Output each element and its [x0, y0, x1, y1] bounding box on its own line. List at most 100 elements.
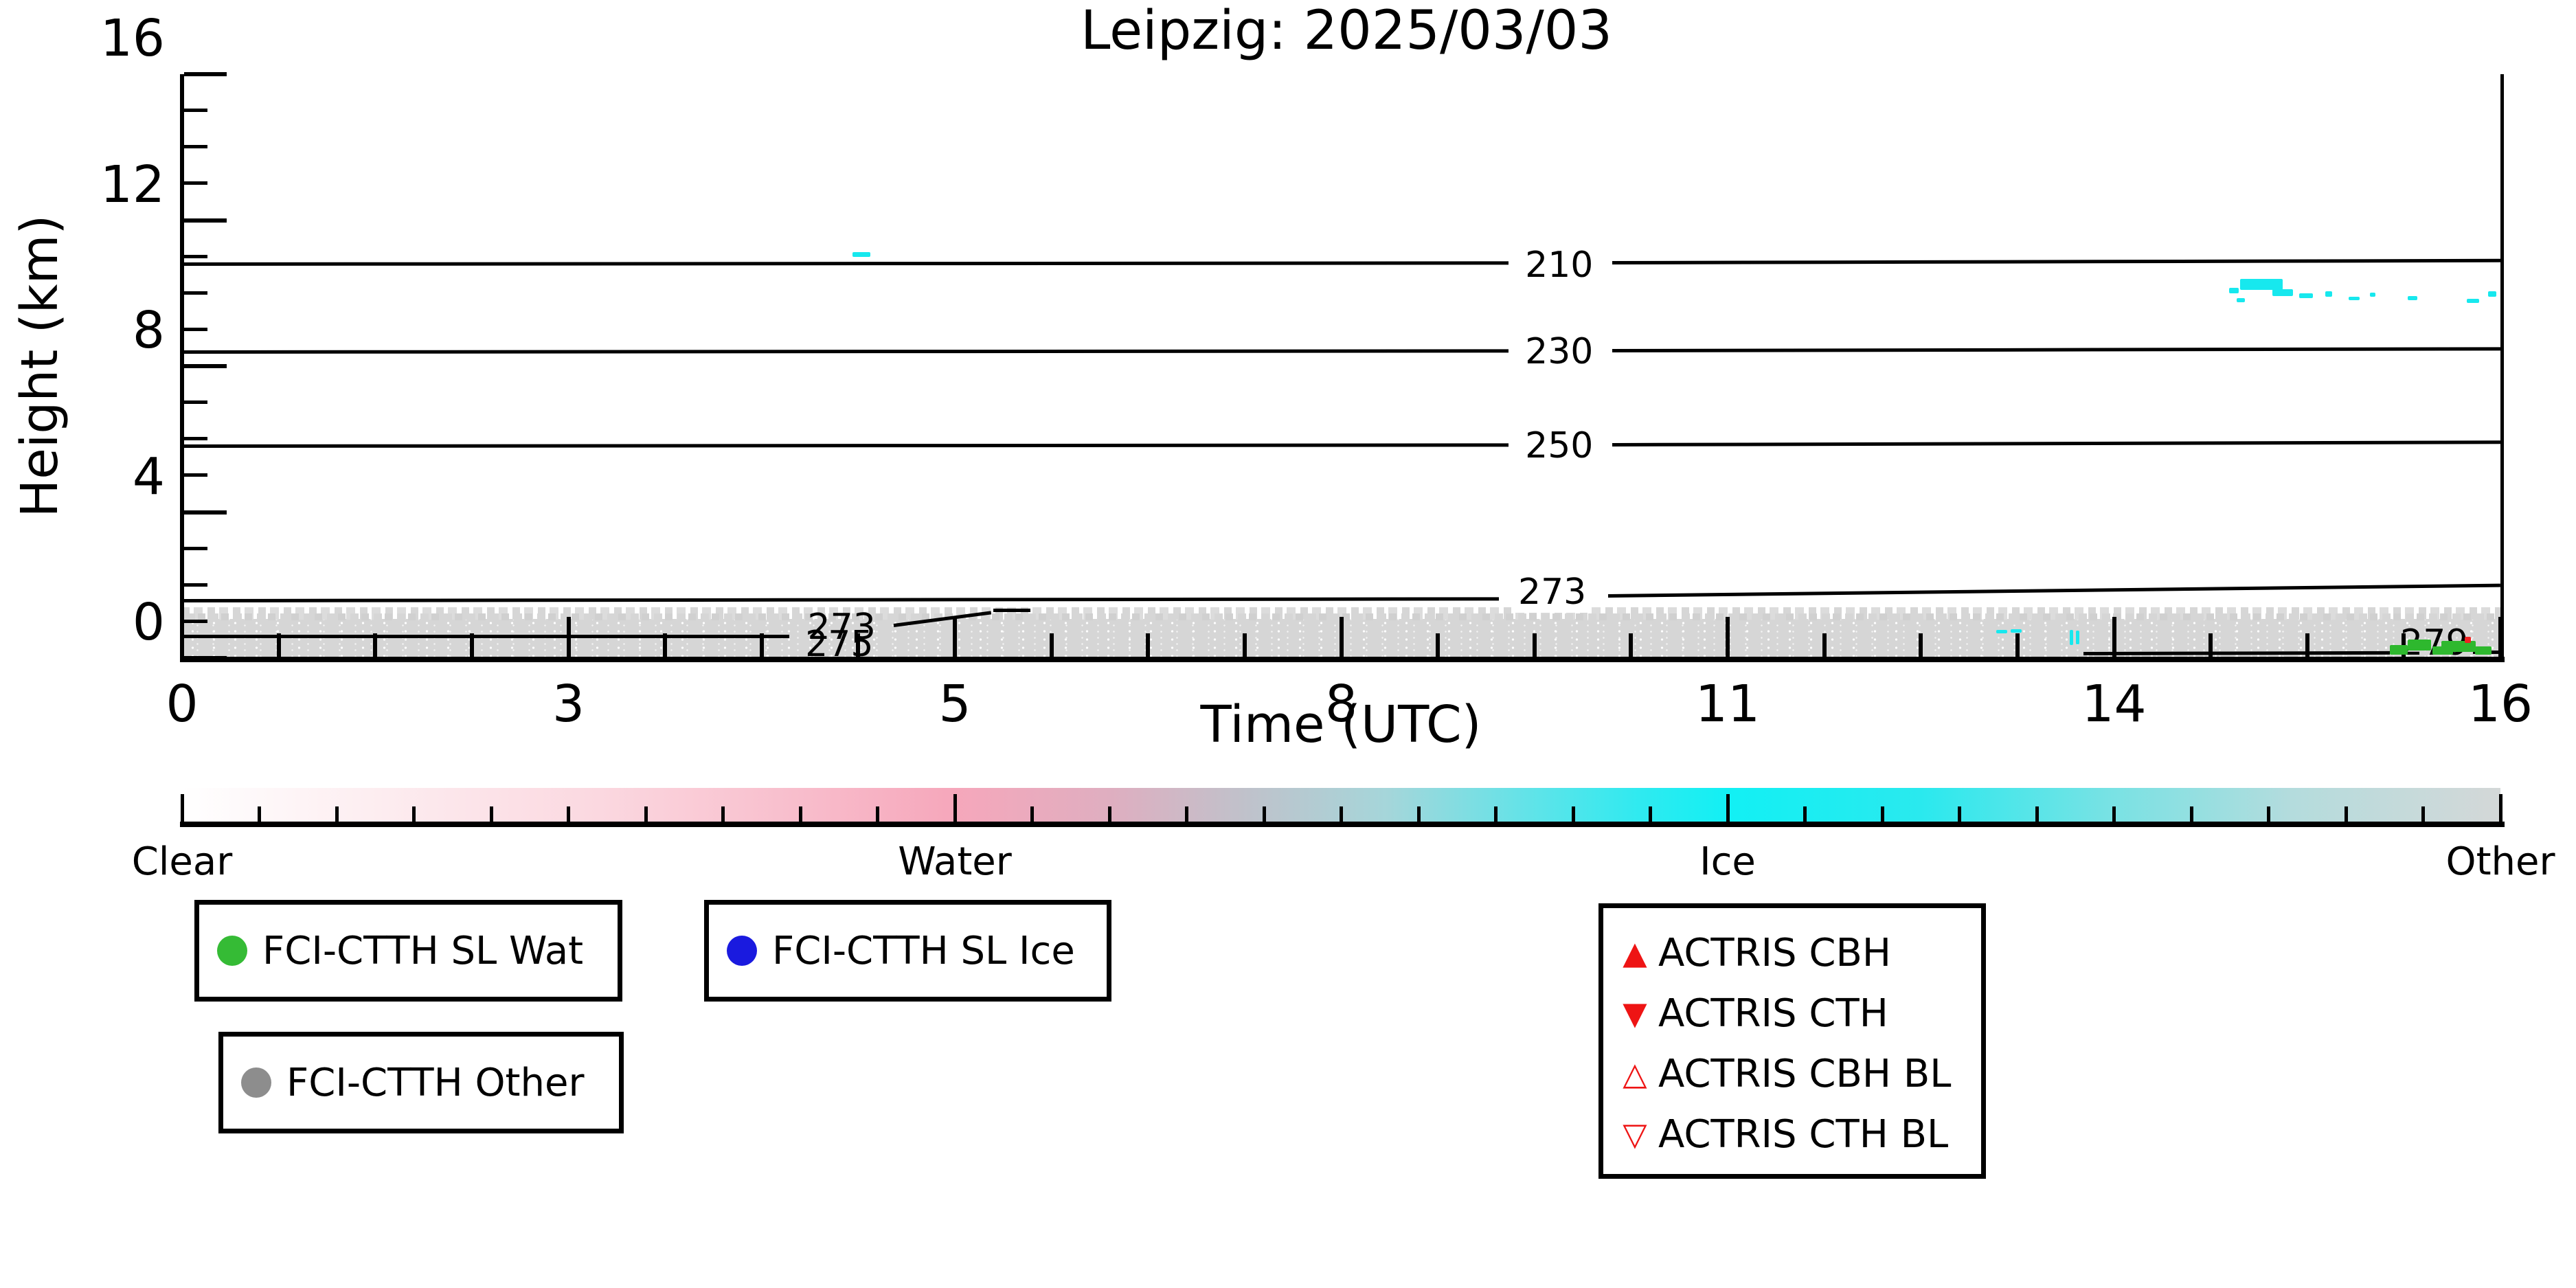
- x-minor-tick: [1242, 633, 1247, 657]
- water-pixel: [2389, 644, 2408, 655]
- colorbar-major-tick: [1726, 794, 1730, 822]
- legend-fci-other: FCI-CTTH Other: [218, 1032, 624, 1133]
- ice-pixel: [2237, 298, 2245, 303]
- x-axis-spine: [180, 657, 2505, 662]
- x-minor-tick: [469, 633, 474, 657]
- y-minor-tick: [184, 291, 207, 295]
- colorbar-major-tick: [2498, 794, 2502, 822]
- contour-line: [993, 609, 1031, 613]
- x-major-tick: [953, 617, 957, 657]
- colorbar-label-clear: Clear: [131, 839, 233, 884]
- colorbar-minor-tick: [2112, 806, 2116, 822]
- x-minor-tick: [2015, 633, 2020, 657]
- contour-line: [1612, 258, 2501, 264]
- legend-row: ▽ ACTRIS CTH BL: [1603, 1111, 1949, 1157]
- colorbar-label-ice: Ice: [1699, 839, 1756, 884]
- y-minor-tick: [184, 546, 207, 550]
- colorbar-major-tick: [180, 794, 184, 822]
- contour-label: 273: [807, 606, 876, 648]
- legend-label: ACTRIS CTH: [1658, 991, 1888, 1036]
- contour-label: 275: [805, 624, 874, 666]
- contour-label: 273: [1513, 572, 1591, 613]
- contour-label: 230: [1521, 331, 1598, 373]
- ice-pixel: [2272, 289, 2293, 296]
- ice-pixel: [2466, 298, 2479, 303]
- x-tick-label: 16: [2467, 675, 2533, 734]
- colorbar-major-tick: [953, 794, 957, 822]
- x-minor-tick: [276, 633, 281, 657]
- x-tick-label: 14: [2081, 675, 2147, 734]
- colorbar-minor-tick: [1107, 806, 1111, 822]
- triangle-marker-icon: △: [1623, 1055, 1647, 1092]
- water-pixel: [2407, 639, 2431, 651]
- legend-label: ACTRIS CBH BL: [1658, 1051, 1952, 1096]
- triangle-marker-icon: ▽: [1623, 1116, 1647, 1153]
- x-major-tick: [1339, 617, 1344, 657]
- y-minor-tick: [184, 254, 207, 258]
- colorbar-minor-tick: [1803, 806, 1807, 822]
- colorbar-minor-tick: [335, 806, 339, 822]
- contour-line: [181, 596, 1500, 602]
- colorbar-minor-tick: [1958, 806, 1961, 822]
- colorbar-minor-tick: [2421, 806, 2425, 822]
- ice-pixel: [2298, 293, 2313, 298]
- ice-pixel: [2325, 291, 2333, 297]
- y-tick-label: 16: [100, 9, 165, 68]
- contour-line: [1607, 583, 2501, 598]
- colorbar-minor-tick: [721, 806, 725, 822]
- x-minor-tick: [1822, 633, 1827, 657]
- legend-label: ACTRIS CBH: [1658, 930, 1892, 975]
- x-tick-label: 11: [1695, 675, 1761, 734]
- colorbar-minor-tick: [2035, 806, 2039, 822]
- x-major-tick: [180, 617, 184, 657]
- x-axis-title: Time (UTC): [1200, 695, 1482, 754]
- x-minor-tick: [373, 633, 378, 657]
- colorbar-minor-tick: [1571, 806, 1575, 822]
- triangle-marker-icon: ▼: [1623, 995, 1647, 1032]
- plot-title: Leipzig: 2025/03/03: [1080, 0, 1613, 62]
- x-minor-tick: [2208, 633, 2213, 657]
- y-tick-label: 4: [132, 447, 165, 506]
- x-minor-tick: [1532, 633, 1537, 657]
- x-major-tick: [2498, 617, 2502, 657]
- x-minor-tick: [1146, 633, 1151, 657]
- water-pixel: [2441, 641, 2476, 652]
- colorbar-minor-tick: [1416, 806, 1421, 822]
- y-major-tick: [184, 656, 227, 660]
- x-major-tick: [2112, 617, 2116, 657]
- legend-label: FCI-CTTH SL Wat: [262, 928, 584, 973]
- legend-label: ACTRIS CTH BL: [1658, 1111, 1949, 1157]
- colorbar-minor-tick: [489, 806, 493, 822]
- colorbar-minor-tick: [1649, 806, 1652, 822]
- colorbar-minor-tick: [258, 806, 261, 822]
- y-minor-tick: [184, 619, 207, 623]
- colorbar-minor-tick: [1494, 806, 1498, 822]
- x-minor-tick: [1436, 633, 1440, 657]
- y-major-tick: [184, 72, 227, 76]
- colorbar-minor-tick: [567, 806, 570, 822]
- ice-pixel: [2407, 296, 2417, 301]
- contour-label: 210: [1521, 244, 1598, 286]
- ice-pixel: [2488, 291, 2497, 297]
- y-minor-tick: [184, 145, 207, 149]
- ice-pixel: [2240, 279, 2283, 290]
- colorbar-minor-tick: [1880, 806, 1884, 822]
- x-minor-tick: [759, 633, 764, 657]
- colorbar-label-other: Other: [2445, 839, 2555, 884]
- x-minor-tick: [2305, 633, 2309, 657]
- colorbar-minor-tick: [2267, 806, 2270, 822]
- y-tick-label: 12: [100, 155, 165, 214]
- y-minor-tick: [184, 109, 207, 113]
- ice-pixel: [2349, 296, 2360, 300]
- ice-pixel: [2070, 629, 2074, 645]
- y-minor-tick: [184, 327, 207, 331]
- legend-fci-sl-ice: FCI-CTTH SL Ice: [704, 900, 1111, 1002]
- blue-dot-icon: [727, 936, 757, 966]
- colorbar-minor-tick: [412, 806, 416, 822]
- x-minor-tick: [856, 633, 861, 657]
- y-major-tick: [184, 218, 227, 223]
- contour-line: [1612, 347, 2501, 352]
- y-axis-spine: [180, 74, 184, 662]
- x-minor-tick: [663, 633, 668, 657]
- ice-pixel: [2075, 631, 2079, 645]
